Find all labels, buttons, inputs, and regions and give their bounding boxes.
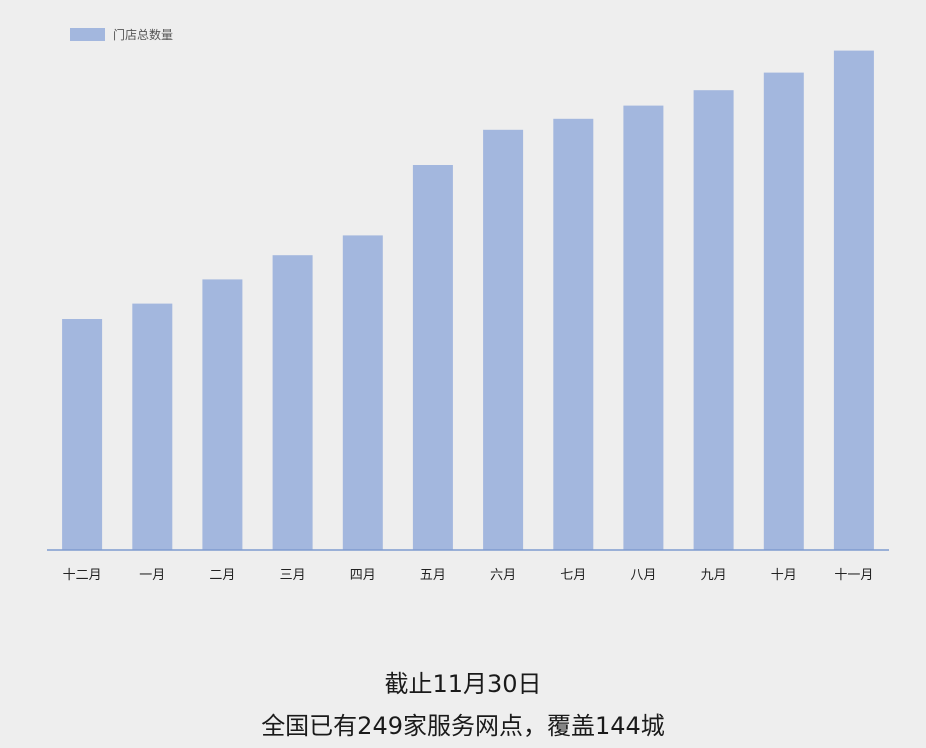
caption-date: 截止11月30日 bbox=[384, 670, 542, 698]
legend-label: 门店总数量 bbox=[113, 27, 173, 42]
x-tick-label: 五月 bbox=[420, 568, 446, 583]
bar-9 bbox=[623, 105, 664, 550]
x-tick-label: 二月 bbox=[209, 568, 235, 583]
bar-8 bbox=[553, 118, 594, 551]
bar-4 bbox=[272, 255, 313, 550]
bar-12 bbox=[833, 50, 874, 550]
legend-swatch bbox=[70, 28, 105, 41]
bar-3 bbox=[202, 279, 243, 550]
bar-10 bbox=[693, 90, 734, 550]
x-tick-label: 八月 bbox=[630, 568, 656, 583]
bar-2 bbox=[132, 303, 173, 550]
x-tick-label: 十一月 bbox=[834, 568, 873, 583]
x-tick-label: 十二月 bbox=[63, 568, 102, 583]
x-tick-label: 九月 bbox=[701, 568, 727, 583]
x-tick-label: 六月 bbox=[490, 568, 516, 583]
bar-11 bbox=[763, 72, 804, 550]
x-tick-label: 三月 bbox=[280, 568, 306, 583]
bar-5 bbox=[342, 235, 383, 550]
x-tick-label: 四月 bbox=[350, 568, 376, 583]
caption-summary: 全国已有249家服务网点，覆盖144城 bbox=[261, 712, 665, 740]
bar-1 bbox=[62, 319, 103, 550]
x-tick-label: 一月 bbox=[139, 568, 165, 583]
bar-7 bbox=[483, 129, 524, 551]
bar-6 bbox=[412, 165, 453, 550]
x-tick-label: 七月 bbox=[560, 568, 586, 583]
x-tick-label: 十月 bbox=[771, 568, 797, 583]
